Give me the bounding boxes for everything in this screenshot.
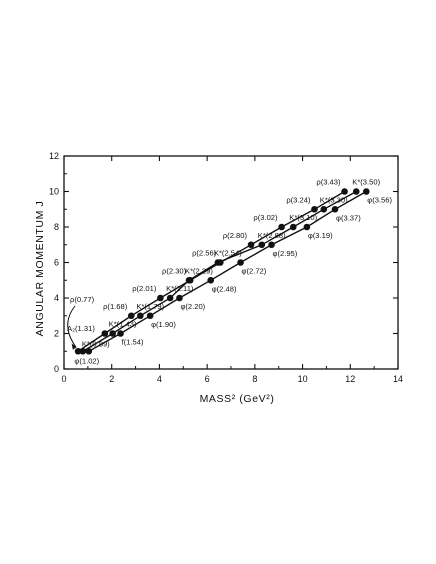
y-tick-label: 10 bbox=[49, 187, 59, 197]
data-label: A₂(1.31) bbox=[67, 324, 95, 333]
data-label: φ(2.48) bbox=[212, 284, 237, 293]
data-point bbox=[176, 294, 183, 302]
trajectory-line-1 bbox=[77, 190, 345, 352]
data-label: ρ(2.01) bbox=[132, 284, 157, 293]
y-tick-label: 12 bbox=[49, 151, 59, 161]
data-label: ρ(0.77) bbox=[70, 295, 95, 304]
data-point bbox=[214, 259, 222, 266]
data-point bbox=[185, 276, 193, 284]
data-point bbox=[320, 205, 328, 213]
data-point bbox=[109, 330, 116, 337]
data-point bbox=[258, 241, 266, 249]
annotation-arrow bbox=[67, 305, 77, 348]
data-point bbox=[247, 241, 255, 249]
y-tick-label: 6 bbox=[54, 258, 59, 268]
data-point bbox=[278, 223, 285, 231]
data-point bbox=[289, 223, 297, 231]
data-point bbox=[362, 188, 370, 195]
x-tick-label: 14 bbox=[393, 374, 403, 384]
data-label: ρ(2.80) bbox=[223, 231, 248, 240]
y-tick-label: 8 bbox=[54, 222, 59, 232]
annotation-arrowhead bbox=[71, 343, 77, 350]
y-tick-label: 0 bbox=[54, 364, 59, 374]
y-tick-label: 2 bbox=[54, 329, 59, 339]
data-point bbox=[311, 205, 318, 213]
data-label: f(1.54) bbox=[122, 338, 144, 347]
x-tick-label: 10 bbox=[298, 374, 308, 384]
data-point bbox=[85, 347, 93, 355]
data-point bbox=[157, 294, 164, 302]
data-point bbox=[79, 347, 87, 355]
data-label: φ(3.19) bbox=[308, 231, 333, 240]
data-label: φ(3.37) bbox=[336, 213, 361, 222]
data-label: K*(1.79) bbox=[136, 302, 164, 311]
data-label: ρ(2.56) bbox=[192, 249, 217, 258]
data-label: K*(0.89) bbox=[82, 339, 110, 348]
data-label: K*(2.54) bbox=[214, 249, 242, 258]
data-point bbox=[127, 312, 135, 320]
data-label: ρ(3.43) bbox=[316, 178, 341, 187]
data-point bbox=[101, 330, 109, 337]
data-label: φ(3.56) bbox=[367, 196, 392, 205]
data-label: K*(1.43) bbox=[109, 320, 137, 329]
data-label: K*(2.29) bbox=[185, 266, 213, 275]
data-label: K*(2.11) bbox=[166, 284, 194, 293]
data-label: K*(3.30) bbox=[320, 195, 348, 204]
x-tick-label: 0 bbox=[61, 374, 66, 384]
data-point bbox=[331, 205, 339, 213]
data-label: φ(2.20) bbox=[180, 302, 205, 311]
x-axis-title: MASS² (GeV²) bbox=[200, 393, 275, 405]
data-point bbox=[74, 347, 82, 355]
x-tick-label: 6 bbox=[205, 374, 210, 384]
y-tick-label: 4 bbox=[54, 293, 59, 303]
data-point bbox=[237, 259, 244, 266]
data-label: ρ(3.02) bbox=[253, 213, 278, 222]
data-point bbox=[137, 312, 144, 320]
data-point bbox=[352, 188, 360, 195]
data-label: K*(3.50) bbox=[352, 178, 380, 187]
data-point bbox=[166, 294, 174, 302]
x-tick-label: 12 bbox=[345, 374, 355, 384]
x-tick-label: 8 bbox=[252, 374, 257, 384]
x-tick-label: 2 bbox=[109, 374, 114, 384]
data-label: K*(2.88) bbox=[258, 231, 286, 240]
data-label: K*(3.10) bbox=[289, 213, 317, 222]
data-point bbox=[303, 223, 311, 231]
data-label: ρ(2.30) bbox=[162, 266, 187, 275]
data-label: φ(1.02) bbox=[74, 356, 99, 365]
data-point bbox=[268, 241, 275, 249]
data-point bbox=[341, 188, 348, 195]
trajectory-line-2 bbox=[82, 190, 357, 352]
data-label: ρ(1.68) bbox=[103, 302, 128, 311]
data-point bbox=[207, 276, 215, 284]
y-axis-title: ANGULAR MOMENTUM J bbox=[34, 201, 46, 337]
data-label: φ(2.72) bbox=[242, 267, 267, 276]
data-label: ρ(3.24) bbox=[286, 195, 311, 204]
data-point bbox=[146, 312, 154, 320]
data-point bbox=[117, 330, 124, 337]
x-tick-label: 4 bbox=[157, 374, 162, 384]
data-label: φ(2.95) bbox=[273, 249, 298, 258]
plot-area: 0 2 4 6 8 10 12 14 0 2 4 6 8 10 12 MASS² (GeV²) ANGULAR … bbox=[34, 151, 403, 405]
trajectory-line-3 bbox=[88, 190, 367, 352]
data-label: φ(1.90) bbox=[151, 320, 176, 329]
